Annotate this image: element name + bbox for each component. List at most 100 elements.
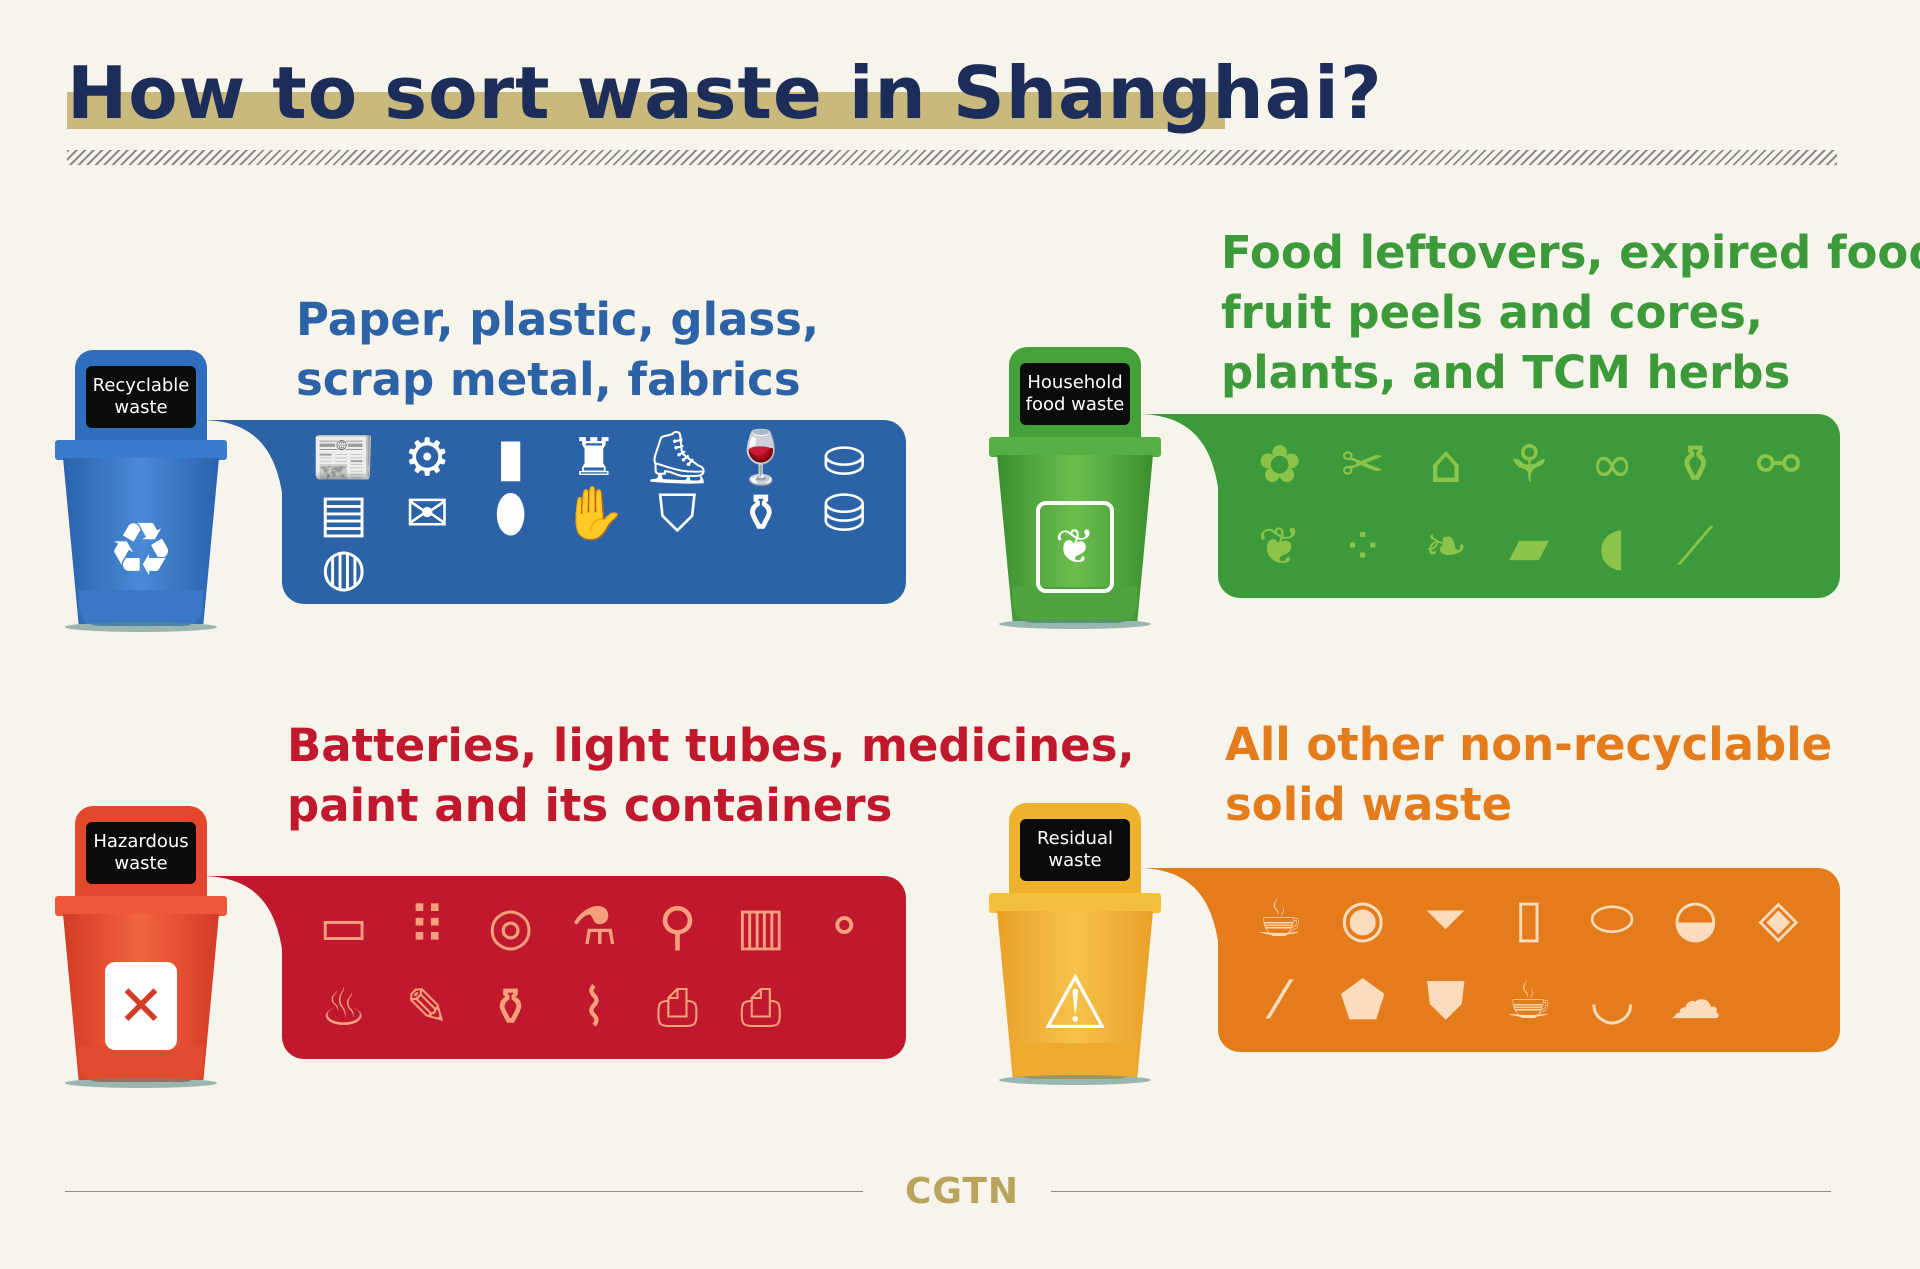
footer-divider-left xyxy=(65,1191,863,1192)
bin-shadow xyxy=(999,619,1151,629)
pet-food-bag-icon: ▰ xyxy=(1508,517,1549,577)
recyclable-description: Paper, plastic, glass, scrap metal, fabr… xyxy=(296,290,819,410)
description-line: scrap metal, fabrics xyxy=(296,353,801,406)
thermometer-icon: ⌇ xyxy=(581,978,607,1039)
printer-cartridge-icon: ▥ xyxy=(736,896,786,957)
tin-can-icon: ⛁ xyxy=(822,484,867,544)
lipstick-icon: ✎ xyxy=(405,978,449,1039)
bin-label: Recyclable waste xyxy=(86,366,196,428)
household-description: Food leftovers, expired food, fruit peel… xyxy=(1221,223,1920,403)
bin-shadow xyxy=(65,1078,217,1088)
t-shirt-icon: ⛉ xyxy=(657,484,697,544)
hazardous-icon: ✕ xyxy=(91,956,191,1056)
description-line: paint and its containers xyxy=(287,779,893,832)
branch-icon: ⟋ xyxy=(1677,517,1714,577)
food-waste-icon: ❦ xyxy=(1025,497,1125,597)
residual-description: All other non-recyclable solid waste xyxy=(1225,715,1832,835)
hazardous-bin: Hazardous waste ✕ xyxy=(55,806,227,1088)
bin-base xyxy=(1013,1043,1137,1079)
title-block: How to sort waste in Shanghai? xyxy=(67,48,1383,138)
cardboard-roll-icon: ◍ xyxy=(321,538,367,598)
bin-base xyxy=(1013,587,1137,623)
drink-cup-icon: ☕ xyxy=(1256,889,1303,949)
recyclable-items-panel: 📰 ⚙ ▮ ♜ ⛸ 🍷 ⛀ ▤ ✉ ⬮ ✋ ⛉ ⚱ ⛁ ◍ xyxy=(282,420,906,604)
light-bulb-icon: ⚬ xyxy=(822,896,867,957)
fish-bone-icon: ✂ xyxy=(1340,435,1385,495)
backpack-icon: ⛀ xyxy=(822,428,867,488)
camera-icon: ⎙ xyxy=(656,978,699,1039)
bin-shadow xyxy=(65,622,217,632)
book-icon: ✉ xyxy=(405,484,449,544)
broken-cup-icon: ☕ xyxy=(1505,971,1553,1031)
peanuts-icon: ∞ xyxy=(1590,435,1634,495)
plastic-bottle-icon: ▮ xyxy=(496,428,525,488)
recycle-icon: ♻ xyxy=(107,507,175,593)
bin-label: Household food waste xyxy=(1020,363,1130,425)
description-line: plants, and TCM herbs xyxy=(1221,346,1791,399)
description-line: fruit peels and cores, xyxy=(1221,286,1763,339)
bin-base xyxy=(79,590,203,626)
bin-shadow xyxy=(999,1075,1151,1085)
hatched-divider xyxy=(67,150,1837,165)
shell-icon: ◒ xyxy=(1672,889,1718,949)
bin-label: Hazardous waste xyxy=(86,822,196,884)
footer-divider-right xyxy=(1051,1191,1831,1192)
document-icon: ▤ xyxy=(319,484,369,544)
cabbage-icon: ❦ xyxy=(1257,517,1302,577)
gloves-icon: ✋ xyxy=(561,484,627,544)
pills-blister-icon: ⠿ xyxy=(408,896,447,957)
seeds-icon: ◖ xyxy=(1598,517,1626,577)
hazardous-description: Batteries, light tubes, medicines, paint… xyxy=(287,716,1135,836)
cigarette-icon: ⁄ xyxy=(1275,971,1284,1031)
residual-bin: Residual waste ⚠ xyxy=(989,803,1161,1085)
bowl-icon: ◡ xyxy=(1589,971,1635,1031)
bin-rim xyxy=(989,437,1161,457)
apple-core-icon: ✿ xyxy=(1257,435,1302,495)
title-highlight xyxy=(67,92,1225,129)
sanitary-pad-icon: ⬭ xyxy=(1589,889,1635,949)
photo-icon: ◈ xyxy=(1758,889,1799,949)
printer-icon: ⎙ xyxy=(740,978,782,1039)
gear-icon: ⚙ xyxy=(403,428,451,488)
hazardous-items-panel: ▭ ⠿ ◎ ⚗ ⚲ ▥ ⚬ ♨ ✎ ⚱ ⌇ ⎙ ⎙ xyxy=(282,876,906,1059)
residual-icon: ⚠ xyxy=(1041,960,1109,1046)
cgtn-logo: CGTN xyxy=(905,1171,1020,1212)
description-line: Food leftovers, expired food, xyxy=(1221,226,1920,279)
household-bin: Household food waste ❦ xyxy=(989,347,1161,629)
residual-items-panel: ☕ ◉ ⏷ ▯ ⬭ ◒ ◈ ⁄ ⬟ ⛊ ☕ ◡ ☁ xyxy=(1218,868,1840,1052)
spray-can-icon: ⚗ xyxy=(570,896,618,957)
leaves-icon: ❧ xyxy=(1424,517,1468,577)
bin-rim xyxy=(55,440,227,460)
recyclable-bin: Recyclable waste ♻ xyxy=(55,350,227,632)
bin-label: Residual waste xyxy=(1020,819,1130,881)
battery-icon: ▭ xyxy=(319,896,369,957)
pill-case-icon: ◎ xyxy=(487,896,534,957)
description-line: Paper, plastic, glass, xyxy=(296,293,820,346)
milk-carton-icon: ⌂ xyxy=(1429,435,1463,495)
wine-glasses-icon: 🍷 xyxy=(728,428,794,488)
description-line: Batteries, light tubes, medicines, xyxy=(287,719,1135,772)
page-title: How to sort waste in Shanghai? xyxy=(67,51,1383,135)
bin-rim xyxy=(989,893,1161,913)
wine-bottle-icon: ⚱ xyxy=(739,484,783,544)
nail-polish-icon: ⚱ xyxy=(488,978,533,1039)
toilet-paper-icon: ◉ xyxy=(1340,889,1386,949)
cfl-bulb-icon: ♨ xyxy=(320,978,368,1039)
desk-lamp-icon: ⚲ xyxy=(658,896,697,957)
oil-bottle-icon: ⚱ xyxy=(1673,435,1718,495)
bone-icon: ⚯ xyxy=(1756,435,1801,495)
snack-bag-icon: ⬟ xyxy=(1340,971,1386,1031)
paper-towel-icon: ▯ xyxy=(1514,889,1544,949)
can-icon: ⬮ xyxy=(494,484,527,544)
coat-icon: ♜ xyxy=(570,428,618,488)
description-line: solid waste xyxy=(1225,778,1513,831)
bin-base xyxy=(79,1046,203,1082)
description-line: All other non-recyclable xyxy=(1225,718,1833,771)
bin-rim xyxy=(55,896,227,916)
newspaper-icon: 📰 xyxy=(311,428,377,488)
underwear-icon: ⏷ xyxy=(1425,889,1467,949)
household-items-panel: ✿ ✂ ⌂ ⚘ ∞ ⚱ ⚯ ❦ ⁘ ❧ ▰ ◖ ⟋ xyxy=(1218,414,1840,598)
dust-icon: ☁ xyxy=(1669,971,1722,1031)
sneakers-icon: ⛸ xyxy=(644,428,711,488)
plastic-bag-icon: ⛊ xyxy=(1426,971,1466,1031)
